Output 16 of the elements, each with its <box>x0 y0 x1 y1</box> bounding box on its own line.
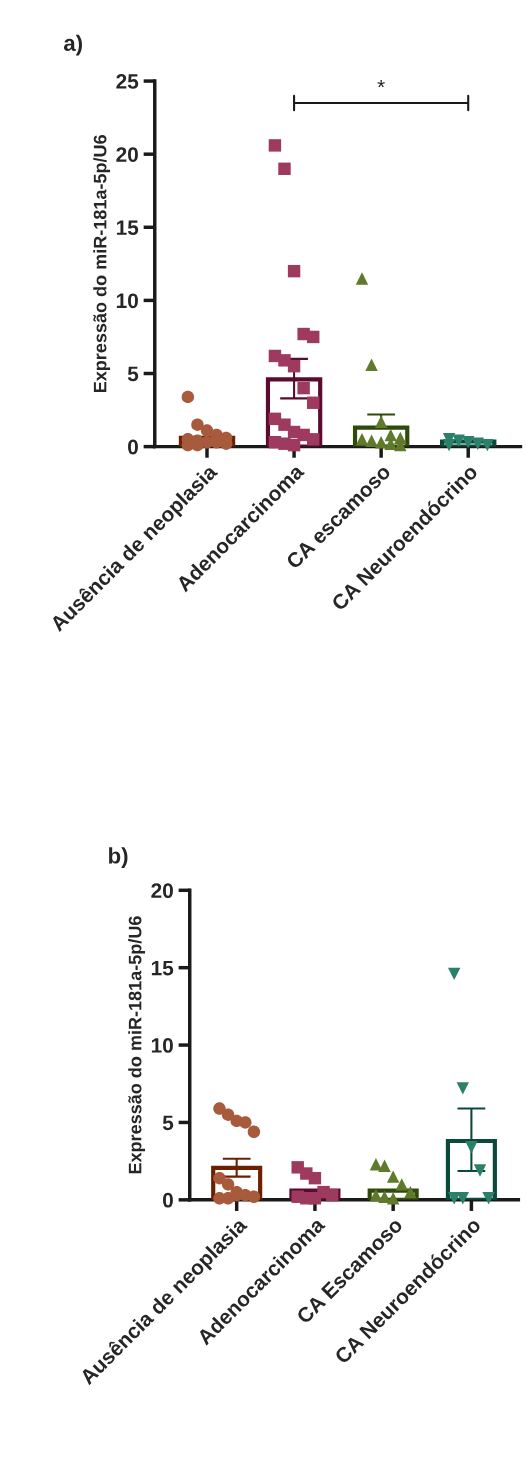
y-tick-label: 5 <box>127 366 139 382</box>
chart-title: b) <box>109 847 128 868</box>
annotation: * <box>377 79 385 88</box>
y-tick-label: 0 <box>128 439 138 455</box>
y-tick-label: 15 <box>151 960 174 976</box>
y-tick-label: 20 <box>116 147 138 162</box>
y-tick-label: 0 <box>163 1192 173 1208</box>
y-axis-title: Expressão do miR-181a-5p/U6 <box>93 135 111 393</box>
chart-title: a) <box>63 34 82 56</box>
y-tick-label: 15 <box>116 220 139 236</box>
y-tick-label: 10 <box>116 293 138 309</box>
y-axis-title: Expressão do miR-181a-5p/U6 <box>128 916 146 1174</box>
y-tick-label: 5 <box>162 1115 174 1131</box>
y-tick-label: 25 <box>116 74 139 89</box>
y-tick-label: 10 <box>151 1038 173 1053</box>
y-tick-label: 20 <box>151 883 173 899</box>
